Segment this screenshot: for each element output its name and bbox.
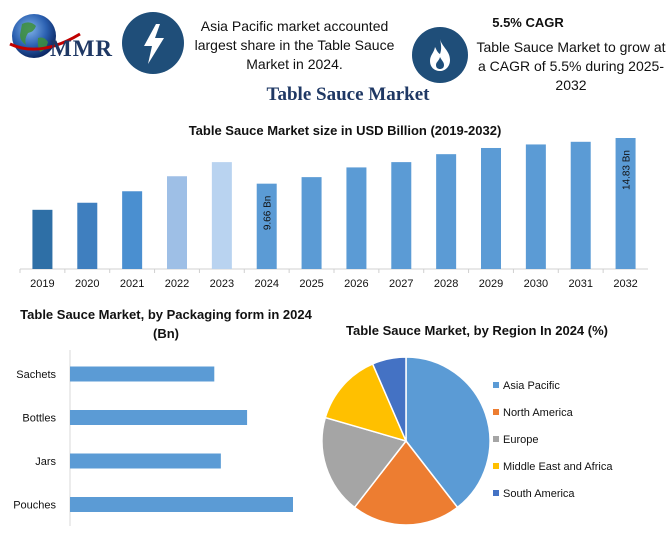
category-label: Bottles (22, 413, 56, 425)
x-tick-label: 2029 (479, 278, 503, 290)
pie-slice-north-america (353, 439, 459, 526)
bar-2023 (211, 162, 232, 269)
bar-2031 (570, 141, 591, 269)
legend-label: Asia Pacific (503, 380, 560, 392)
x-tick-label: 2022 (165, 278, 189, 290)
legend-label: Europe (503, 434, 538, 446)
bar-2027 (391, 162, 412, 269)
bar-2020 (77, 202, 98, 269)
x-tick-label: 2021 (120, 278, 144, 290)
bar-chart-title: Table Sauce Market size in USD Billion (… (188, 123, 502, 138)
legend-swatch (493, 490, 499, 496)
bar-2022 (167, 176, 187, 269)
bar-2025 (301, 177, 322, 269)
bar-2032 (615, 138, 636, 269)
x-tick-label: 2032 (613, 278, 637, 290)
legend-swatch (493, 382, 499, 388)
bar-sachets (70, 366, 215, 382)
x-tick-label: 2026 (344, 278, 368, 290)
pie-slice-south-america (371, 356, 407, 442)
pie-slice-europe (321, 416, 408, 509)
cagr-description: Table Sauce Market to grow at a CAGR of … (476, 39, 666, 93)
bar-2026 (346, 167, 367, 269)
bar-bottles (70, 410, 248, 425)
bar-data-label: 14.83 Bn (622, 150, 633, 190)
page-title: Table Sauce Market (266, 84, 430, 105)
bar-2019 (32, 209, 53, 269)
mmr-logo: MMR (8, 10, 118, 70)
globe-icon (9, 14, 81, 58)
legend-swatch (493, 463, 499, 469)
x-tick-label: 2024 (254, 278, 278, 290)
bar-jars (70, 453, 221, 469)
legend-label: Middle East and Africa (503, 461, 613, 473)
category-label: Pouches (13, 500, 56, 512)
asia-pacific-blurb: Asia Pacific market accounted largest sh… (194, 18, 395, 72)
region-chart-title: Table Sauce Market, by Region In 2024 (%… (345, 323, 608, 338)
x-tick-label: 2020 (75, 278, 99, 290)
cagr-heading: 5.5% CAGR (492, 15, 564, 30)
legend-label: South America (503, 488, 575, 500)
pie-slice-middle-east-and-africa (324, 362, 408, 443)
pie-slice-asia-pacific (405, 356, 491, 509)
bar-data-label: 9.66 Bn (263, 196, 274, 230)
bar-2029 (481, 147, 501, 269)
market-size-bar-chart: 2019 2020 2021 2022 2023 2024 9.66 Bn 2025 2026 2… (19, 138, 648, 290)
bar-2030 (525, 144, 546, 269)
packaging-chart-title: Table Sauce Market, by Packaging form in… (20, 307, 312, 341)
bar-pouches (70, 497, 293, 512)
x-tick-label: 2025 (299, 278, 323, 290)
x-tick-label: 2031 (568, 278, 592, 290)
legend-swatch (493, 409, 499, 415)
x-tick-label: 2019 (30, 278, 54, 290)
category-label: Jars (35, 456, 56, 468)
bar-2021 (122, 191, 143, 269)
x-tick-label: 2027 (389, 278, 413, 290)
bar-2024 (256, 183, 277, 269)
logo-text: MMR (50, 36, 114, 61)
legend-label: North America (503, 407, 574, 419)
category-label: Sachets (16, 369, 56, 381)
x-tick-label: 2028 (434, 278, 458, 290)
bar-2028 (436, 154, 457, 269)
legend-swatch (493, 436, 499, 442)
lightning-bolt-icon (122, 12, 184, 74)
x-tick-label: 2030 (524, 278, 548, 290)
flame-icon (412, 27, 468, 83)
x-tick-label: 2023 (210, 278, 234, 290)
